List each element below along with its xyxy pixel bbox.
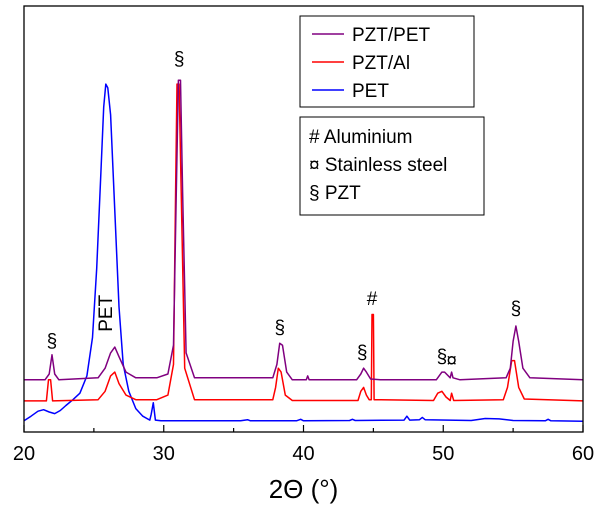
peak-annotation: § <box>174 49 185 70</box>
series-line-pzt-al <box>24 83 584 402</box>
notes-frame <box>299 116 485 216</box>
legend-label: PZT/PET <box>352 25 431 46</box>
note-label: # Aluminium <box>309 127 413 148</box>
peak-annotation: § <box>357 343 368 364</box>
peak-annotation: ¤ <box>446 350 457 371</box>
x-tick-label: 20 <box>13 443 35 465</box>
peak-annotations: §PET§§§#§ ¤§ <box>47 49 522 371</box>
series-line-pzt-pet <box>24 79 584 381</box>
peak-annotation: § <box>437 346 448 367</box>
x-axis: 20 30 40 50 60 <box>13 425 594 465</box>
peak-annotation: PET <box>96 294 117 331</box>
x-tick-label: 60 <box>572 443 594 465</box>
peak-annotation: § <box>47 331 58 352</box>
series-layer <box>23 79 584 422</box>
notes-box: # Aluminium ¤ Stainless steel § PZT <box>299 116 485 216</box>
note-label: § PZT <box>309 183 361 204</box>
x-tick-label: 30 <box>153 443 175 465</box>
x-axis-label: 2Θ (°) <box>269 474 339 504</box>
x-tick-label: 40 <box>292 443 314 465</box>
legend: PZT/PET PZT/Al PET <box>299 15 475 108</box>
peak-annotation: # <box>367 289 378 310</box>
x-tick-label: 50 <box>432 443 454 465</box>
legend-label: PET <box>352 81 389 102</box>
series-line-pet <box>23 83 584 422</box>
note-label: ¤ Stainless steel <box>309 155 447 176</box>
peak-annotation: § <box>274 318 285 339</box>
legend-label: PZT/Al <box>352 53 410 74</box>
peak-annotation: § <box>511 298 522 319</box>
